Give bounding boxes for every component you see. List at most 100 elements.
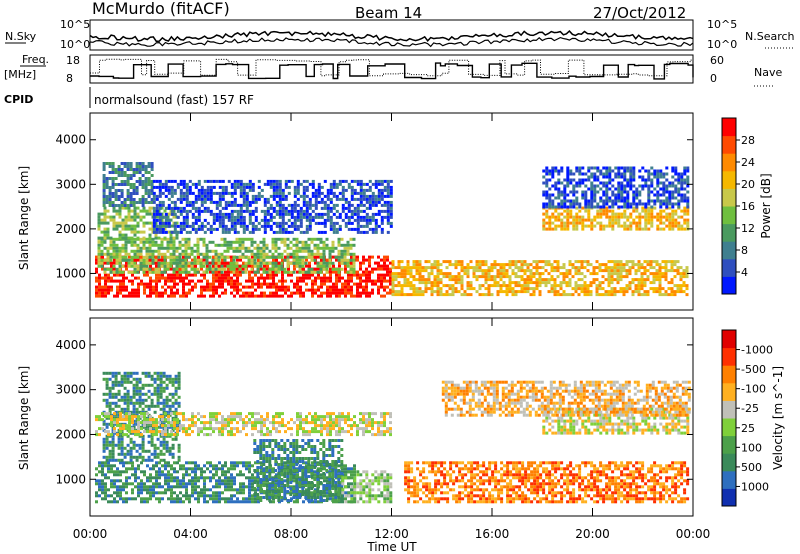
heatmap-cell xyxy=(607,260,611,264)
heatmap-cell xyxy=(374,230,378,234)
heatmap-cell xyxy=(155,276,158,280)
heatmap-cell xyxy=(322,246,326,250)
heatmap-cell xyxy=(98,294,101,298)
heatmap-cell xyxy=(284,185,288,189)
heatmap-cell xyxy=(115,246,119,250)
heatmap-cell xyxy=(167,488,170,492)
heatmap-cell xyxy=(260,294,263,298)
heatmap-cell xyxy=(623,227,627,231)
heatmap-cell xyxy=(667,260,671,264)
heatmap-cell xyxy=(106,215,110,219)
heatmap-cell xyxy=(368,273,371,277)
heatmap-cell xyxy=(214,258,218,262)
heatmap-cell xyxy=(260,464,263,468)
heatmap-cell xyxy=(374,200,378,204)
heatmap-cell xyxy=(149,285,152,289)
heatmap-cell xyxy=(149,294,152,298)
heatmap-cell xyxy=(683,193,687,197)
heatmap-cell xyxy=(490,284,494,288)
heatmap-cell xyxy=(590,224,594,228)
heatmap-cell xyxy=(224,479,227,483)
heatmap-cell xyxy=(191,470,194,474)
heatmap-cell xyxy=(475,260,479,264)
heatmap-cell xyxy=(406,260,410,264)
heatmap-cell xyxy=(278,285,281,289)
heatmap-cell xyxy=(683,169,687,173)
heatmap-cell xyxy=(577,284,581,288)
heatmap-cell xyxy=(137,288,140,292)
heatmap-cell xyxy=(560,199,564,203)
heatmap-cell xyxy=(203,191,207,195)
heatmap-cell xyxy=(671,215,675,219)
heatmap-cell xyxy=(505,290,509,294)
heatmap-cell xyxy=(623,209,627,213)
heatmap-cell xyxy=(111,192,115,195)
heatmap-cell xyxy=(614,166,618,170)
heatmap-cell xyxy=(147,165,151,168)
heatmap-cell xyxy=(487,284,491,288)
heatmap-cell xyxy=(131,291,134,295)
heatmap-cell xyxy=(332,194,336,198)
heatmap-cell xyxy=(619,263,623,267)
heatmap-cell xyxy=(130,255,134,259)
heatmap-cell xyxy=(244,270,248,274)
heatmap-cell xyxy=(394,266,398,270)
heatmap-cell xyxy=(259,249,263,253)
heatmap-cell xyxy=(368,203,372,207)
heatmap-cell xyxy=(131,464,134,468)
heatmap-cell xyxy=(511,272,515,276)
heatmap-cell xyxy=(173,273,176,277)
freq-label-1: Freq. xyxy=(22,53,49,66)
heatmap-cell xyxy=(125,276,128,280)
heatmap-cell xyxy=(598,284,602,288)
heatmap-cell xyxy=(152,279,155,283)
heatmap-cell xyxy=(332,221,336,225)
heatmap-cell xyxy=(598,266,602,270)
heatmap-cell xyxy=(175,255,179,259)
heatmap-cell xyxy=(365,197,369,201)
heatmap-cell xyxy=(344,206,348,210)
heatmap-cell xyxy=(106,221,110,225)
heatmap-cell xyxy=(679,272,683,276)
heatmap-cell xyxy=(194,273,197,277)
heatmap-cell xyxy=(617,187,621,191)
heatmap-cell xyxy=(239,270,242,274)
heatmap-cell xyxy=(152,200,156,204)
heatmap-cell xyxy=(406,293,410,297)
heatmap-cell xyxy=(107,461,110,465)
heatmap-cell xyxy=(112,243,116,247)
heatmap-cell xyxy=(304,270,308,274)
heatmap-cell xyxy=(542,175,546,179)
heatmap-cell xyxy=(253,264,257,268)
heatmap-cell xyxy=(487,290,491,294)
heatmap-cell xyxy=(251,224,255,228)
heatmap-cell xyxy=(106,209,110,213)
heatmap-cell xyxy=(377,255,380,259)
heatmap-cell xyxy=(661,293,665,297)
heatmap-cell xyxy=(304,246,308,250)
heatmap-cell xyxy=(302,279,305,283)
heatmap-cell xyxy=(203,197,207,201)
heatmap-cell xyxy=(584,209,588,213)
heatmap-cell xyxy=(623,205,627,209)
heatmap-cell xyxy=(206,194,210,198)
heatmap-cell xyxy=(302,276,305,280)
heatmap-cell xyxy=(451,293,455,297)
heatmap-cell xyxy=(233,273,236,277)
heatmap-cell xyxy=(343,252,347,256)
heatmap-cell xyxy=(95,294,98,298)
heatmap-cell xyxy=(647,172,651,176)
heatmap-cell xyxy=(365,224,369,228)
freq-label-2: [MHz] xyxy=(4,68,36,81)
heatmap-cell xyxy=(626,227,630,231)
heatmap-cell xyxy=(328,255,332,259)
heatmap-cell xyxy=(184,261,188,265)
heatmap-cell xyxy=(224,470,227,474)
heatmap-cell xyxy=(284,464,287,468)
heatmap-cell xyxy=(560,218,564,222)
heatmap-cell xyxy=(248,218,252,222)
heatmap-cell xyxy=(145,209,149,213)
heatmap-cell xyxy=(671,209,675,213)
heatmap-cell xyxy=(184,246,188,250)
